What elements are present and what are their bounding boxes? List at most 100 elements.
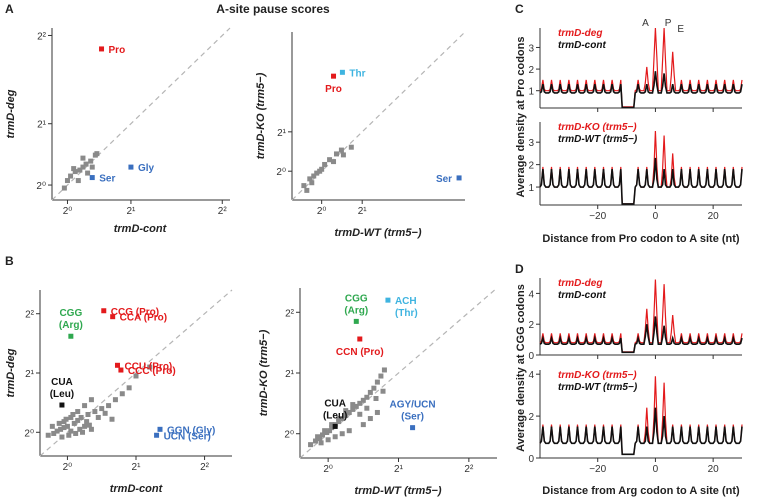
point-label: CCG (Pro) bbox=[111, 307, 159, 318]
y-tick-label: 2 bbox=[528, 320, 534, 331]
grey-data-point bbox=[350, 402, 356, 408]
grey-data-point bbox=[312, 438, 318, 444]
panel-letter-a: A bbox=[5, 2, 14, 16]
labeled-data-point bbox=[456, 175, 462, 181]
point-label-line2: (Arg) bbox=[59, 320, 83, 331]
y-tick-label: 3 bbox=[528, 138, 534, 149]
point-label: CCN (Pro) bbox=[336, 347, 384, 358]
grey-data-point bbox=[64, 423, 70, 429]
grey-data-point bbox=[92, 409, 98, 415]
grey-data-point bbox=[339, 431, 345, 437]
point-label: Ser bbox=[99, 174, 115, 185]
grey-data-point bbox=[307, 176, 313, 182]
line-d2-cgg-density-ko-wt: 0 2 4 −20 0 20 trmD-KO (trm5−)trmD-WT (trm5−) D… bbox=[528, 370, 743, 497]
labeled-data-point bbox=[99, 46, 105, 52]
x-tick-label: 20 bbox=[708, 464, 720, 475]
grey-data-point bbox=[80, 155, 86, 161]
grey-data-point bbox=[85, 412, 91, 417]
labeled-data-point bbox=[128, 164, 134, 170]
grey-data-point bbox=[319, 166, 325, 172]
diagonal-reference-line bbox=[299, 287, 498, 459]
y-tick-label: 2⁰ bbox=[284, 430, 294, 441]
diagonal-reference-line bbox=[51, 27, 231, 201]
grey-data-point bbox=[64, 178, 70, 184]
labeled-data-point bbox=[157, 426, 163, 432]
grey-data-point bbox=[99, 406, 105, 412]
grey-data-point bbox=[343, 413, 349, 418]
grey-data-point bbox=[381, 367, 387, 373]
point-label: ACH bbox=[395, 296, 417, 307]
grey-data-point bbox=[75, 417, 81, 423]
peak-label: E bbox=[677, 24, 684, 35]
grey-data-point bbox=[68, 173, 74, 179]
scatter-b1-codon-trmd-deg-vs-cont: 2⁰ 2¹ 2² 2⁰ 2¹ 2² CGG(Arg) CCG (Pro)CCA (Pro) CC… bbox=[5, 289, 233, 495]
x-tick-label: −20 bbox=[589, 464, 606, 475]
grey-data-point bbox=[340, 152, 346, 158]
point-label: CUA bbox=[324, 398, 346, 409]
grey-data-point bbox=[82, 403, 88, 409]
panel-letter-d: D bbox=[515, 262, 524, 276]
point-label: GGN (Gly) bbox=[167, 425, 215, 436]
grey-data-point bbox=[126, 385, 132, 391]
labeled-data-point bbox=[110, 314, 116, 320]
grey-data-point bbox=[66, 432, 72, 438]
y-tick-label: 1 bbox=[528, 87, 534, 98]
grey-data-point bbox=[75, 409, 81, 415]
grey-data-point bbox=[322, 428, 328, 434]
y-axis-label: trmD-KO (trm5−) bbox=[258, 329, 270, 416]
y-tick-label: 2² bbox=[285, 308, 295, 319]
grey-data-point bbox=[360, 397, 366, 403]
grey-data-point bbox=[320, 432, 326, 438]
y-tick-label: 2² bbox=[37, 31, 47, 42]
grey-data-point bbox=[83, 161, 89, 167]
grey-data-point bbox=[308, 442, 314, 448]
y-tick-label: 2¹ bbox=[37, 120, 47, 131]
grey-data-point bbox=[45, 432, 51, 438]
labeled-data-point bbox=[101, 308, 107, 314]
x-tick-label: 2¹ bbox=[126, 206, 136, 217]
grey-data-point bbox=[374, 409, 380, 415]
grey-data-point bbox=[88, 397, 94, 403]
grey-data-point bbox=[84, 419, 90, 425]
grey-data-point bbox=[329, 422, 335, 428]
y-tick-label: 0 bbox=[528, 351, 534, 362]
x-tick-label: 0 bbox=[653, 211, 659, 222]
point-label: Ser bbox=[436, 174, 452, 185]
peak-label: P bbox=[665, 18, 672, 29]
grey-data-point bbox=[51, 430, 57, 436]
point-label: Gly bbox=[138, 163, 155, 174]
grey-data-point bbox=[86, 422, 92, 428]
y-tick-label: 2⁰ bbox=[276, 167, 286, 178]
grey-data-point bbox=[71, 420, 77, 426]
grey-data-point bbox=[61, 185, 67, 191]
x-tick-label: 2⁰ bbox=[323, 464, 333, 475]
legend-entry: trmD-KO (trm5−) bbox=[558, 370, 637, 381]
series-line-black bbox=[539, 407, 743, 456]
grey-data-point bbox=[348, 144, 354, 150]
y-tick-label: 2 bbox=[528, 161, 534, 172]
grey-data-point bbox=[58, 426, 64, 432]
grey-data-point bbox=[88, 426, 94, 432]
figure-title: A-site pause scores bbox=[216, 2, 330, 16]
labeled-data-point bbox=[410, 425, 416, 431]
labeled-data-point bbox=[339, 69, 345, 75]
grey-data-point bbox=[49, 423, 55, 429]
legend-entry: trmD-cont bbox=[558, 40, 606, 51]
grey-data-point bbox=[327, 428, 333, 434]
x-tick-label: 20 bbox=[708, 211, 720, 222]
point-label: CCU (Pro) bbox=[124, 361, 172, 372]
labeled-data-point bbox=[154, 432, 160, 438]
y-tick-label: 4 bbox=[528, 370, 534, 381]
x-tick-label: 2⁰ bbox=[317, 206, 327, 217]
grey-data-point bbox=[327, 157, 333, 163]
grey-data-point bbox=[56, 420, 62, 426]
grey-data-point bbox=[374, 379, 380, 385]
grey-data-point bbox=[343, 408, 349, 414]
grey-data-point bbox=[360, 422, 366, 428]
grey-data-point bbox=[364, 405, 370, 411]
x-tick-label: −20 bbox=[589, 211, 606, 222]
grey-data-point bbox=[119, 391, 125, 397]
scatter-b2-codon-trmd-ko-vs-wt: 2⁰ 2¹ 2² 2⁰ 2¹ 2² ACH(Thr) CGG(Arg) CCN (Pro) CUA… bbox=[258, 287, 498, 497]
